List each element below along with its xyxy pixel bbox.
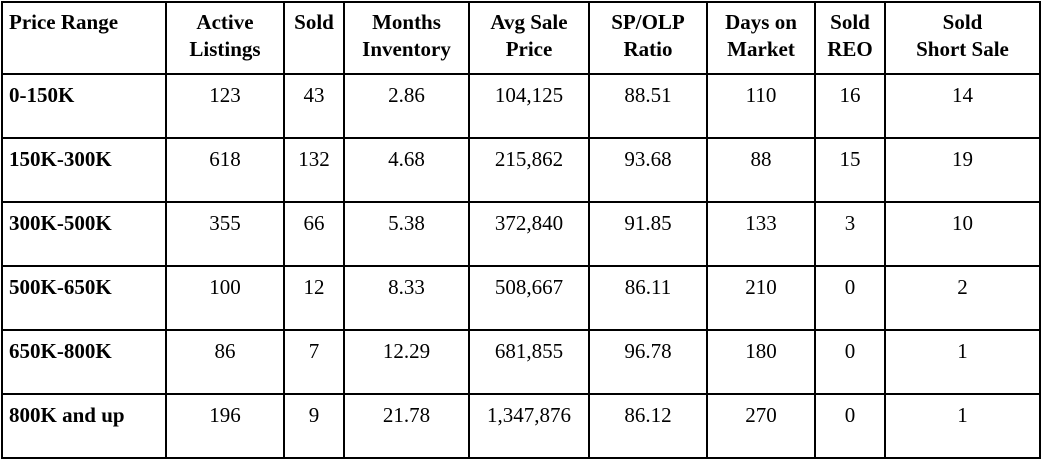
- sold-short-sale-cell: 10: [884, 201, 1041, 267]
- header-months-inventory: Months Inventory: [343, 1, 470, 75]
- price-range-cell: 150K-300K: [1, 137, 167, 203]
- months-inventory-cell: 12.29: [343, 329, 470, 395]
- sold-cell: 132: [283, 137, 345, 203]
- avg-sale-price-cell: 681,855: [468, 329, 590, 395]
- sp-olp-ratio-cell: 93.68: [588, 137, 708, 203]
- header-sold: Sold: [283, 1, 345, 75]
- header-sold-short-sale: Sold Short Sale: [884, 1, 1041, 75]
- price-range-cell: 0-150K: [1, 73, 167, 139]
- header-months-inventory-line2: Inventory: [362, 37, 451, 61]
- days-on-market-cell: 88: [706, 137, 816, 203]
- sold-reo-cell: 16: [814, 73, 886, 139]
- sold-short-sale-cell: 1: [884, 329, 1041, 395]
- header-days-on-market-line2: Market: [727, 37, 795, 61]
- header-active-listings-line1: Active: [196, 10, 254, 34]
- header-sold-reo: Sold REO: [814, 1, 886, 75]
- sold-cell: 7: [283, 329, 345, 395]
- table-row: 650K-800K 86 7 12.29 681,855 96.78 180 0…: [1, 329, 1041, 395]
- sold-reo-cell: 3: [814, 201, 886, 267]
- days-on-market-cell: 133: [706, 201, 816, 267]
- sp-olp-ratio-cell: 86.12: [588, 393, 708, 459]
- header-sold-label: Sold: [294, 10, 334, 34]
- price-range-cell: 500K-650K: [1, 265, 167, 331]
- active-listings-cell: 86: [165, 329, 285, 395]
- sold-short-sale-cell: 2: [884, 265, 1041, 331]
- header-active-listings-line2: Listings: [189, 37, 261, 61]
- sold-reo-cell: 0: [814, 329, 886, 395]
- table-row: 300K-500K 355 66 5.38 372,840 91.85 133 …: [1, 201, 1041, 267]
- months-inventory-cell: 5.38: [343, 201, 470, 267]
- sold-cell: 43: [283, 73, 345, 139]
- active-listings-cell: 618: [165, 137, 285, 203]
- header-sp-olp-ratio-line1: SP/OLP: [611, 10, 685, 34]
- months-inventory-cell: 21.78: [343, 393, 470, 459]
- header-avg-sale-price-line2: Price: [505, 37, 553, 61]
- sold-cell: 9: [283, 393, 345, 459]
- header-sold-short-sale-line1: Sold: [942, 10, 983, 34]
- price-range-cell: 800K and up: [1, 393, 167, 459]
- price-range-cell: 300K-500K: [1, 201, 167, 267]
- header-months-inventory-line1: Months: [372, 10, 441, 34]
- sp-olp-ratio-cell: 86.11: [588, 265, 708, 331]
- header-price-range: Price Range: [1, 1, 167, 75]
- header-sold-reo-line1: Sold: [830, 10, 870, 34]
- sold-cell: 66: [283, 201, 345, 267]
- header-days-on-market: Days on Market: [706, 1, 816, 75]
- avg-sale-price-cell: 508,667: [468, 265, 590, 331]
- sp-olp-ratio-cell: 88.51: [588, 73, 708, 139]
- table-row: 800K and up 196 9 21.78 1,347,876 86.12 …: [1, 393, 1041, 459]
- months-inventory-cell: 8.33: [343, 265, 470, 331]
- months-inventory-cell: 2.86: [343, 73, 470, 139]
- header-days-on-market-line1: Days on: [725, 10, 797, 34]
- days-on-market-cell: 270: [706, 393, 816, 459]
- avg-sale-price-cell: 104,125: [468, 73, 590, 139]
- header-avg-sale-price-line1: Avg Sale: [490, 10, 568, 34]
- header-active-listings: Active Listings: [165, 1, 285, 75]
- days-on-market-cell: 110: [706, 73, 816, 139]
- header-sp-olp-ratio-line2: Ratio: [623, 37, 673, 61]
- table-row: 500K-650K 100 12 8.33 508,667 86.11 210 …: [1, 265, 1041, 331]
- months-inventory-cell: 4.68: [343, 137, 470, 203]
- sold-short-sale-cell: 19: [884, 137, 1041, 203]
- active-listings-cell: 123: [165, 73, 285, 139]
- header-sp-olp-ratio: SP/OLP Ratio: [588, 1, 708, 75]
- avg-sale-price-cell: 215,862: [468, 137, 590, 203]
- header-sold-reo-line2: REO: [827, 37, 873, 61]
- days-on-market-cell: 180: [706, 329, 816, 395]
- header-avg-sale-price: Avg Sale Price: [468, 1, 590, 75]
- active-listings-cell: 100: [165, 265, 285, 331]
- sold-cell: 12: [283, 265, 345, 331]
- active-listings-cell: 355: [165, 201, 285, 267]
- active-listings-cell: 196: [165, 393, 285, 459]
- sold-reo-cell: 0: [814, 265, 886, 331]
- days-on-market-cell: 210: [706, 265, 816, 331]
- sp-olp-ratio-cell: 96.78: [588, 329, 708, 395]
- sp-olp-ratio-cell: 91.85: [588, 201, 708, 267]
- avg-sale-price-cell: 372,840: [468, 201, 590, 267]
- sold-reo-cell: 0: [814, 393, 886, 459]
- sold-short-sale-cell: 1: [884, 393, 1041, 459]
- header-sold-short-sale-line2: Short Sale: [916, 37, 1009, 61]
- avg-sale-price-cell: 1,347,876: [468, 393, 590, 459]
- price-range-cell: 650K-800K: [1, 329, 167, 395]
- sold-short-sale-cell: 14: [884, 73, 1041, 139]
- header-row: Price Range Active Listings Sold Months …: [1, 1, 1041, 75]
- sold-reo-cell: 15: [814, 137, 886, 203]
- table-row: 150K-300K 618 132 4.68 215,862 93.68 88 …: [1, 137, 1041, 203]
- header-price-range-label: Price Range: [9, 10, 119, 34]
- table-row: 0-150K 123 43 2.86 104,125 88.51 110 16 …: [1, 73, 1041, 139]
